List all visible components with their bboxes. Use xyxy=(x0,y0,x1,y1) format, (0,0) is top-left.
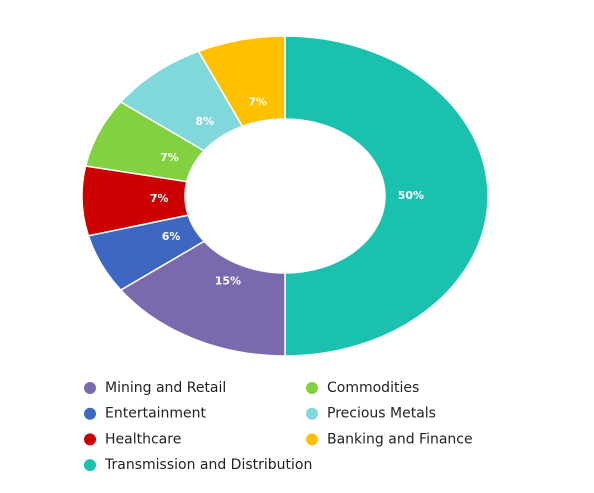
legend-marker xyxy=(306,382,318,394)
legend-label: Commodities xyxy=(327,380,419,396)
data-label: 50% xyxy=(398,189,424,202)
data-label: 7% xyxy=(150,192,169,205)
data-label: 7% xyxy=(160,151,179,164)
legend-marker xyxy=(84,382,96,394)
donut-slice xyxy=(119,240,286,357)
donut-slice xyxy=(284,35,489,357)
data-label: 8% xyxy=(195,115,214,128)
legend-label: Healthcare xyxy=(105,431,181,447)
legend-marker xyxy=(306,407,318,420)
legend-label: Precious Metals xyxy=(327,406,436,422)
data-label: 15% xyxy=(215,275,241,288)
data-label: 7% xyxy=(248,95,267,108)
legend-label: Transmission and Distribution xyxy=(104,457,312,473)
donut-slice xyxy=(197,35,286,128)
legend-marker xyxy=(306,433,318,446)
legend-label: Banking and Finance xyxy=(327,431,473,447)
legend-label: Mining and Retail xyxy=(105,380,226,396)
legend-label: Entertainment xyxy=(105,406,207,422)
legend-marker xyxy=(84,433,96,446)
data-label: 6% xyxy=(162,230,181,243)
legend-marker xyxy=(84,407,96,420)
legend-marker xyxy=(84,459,96,472)
